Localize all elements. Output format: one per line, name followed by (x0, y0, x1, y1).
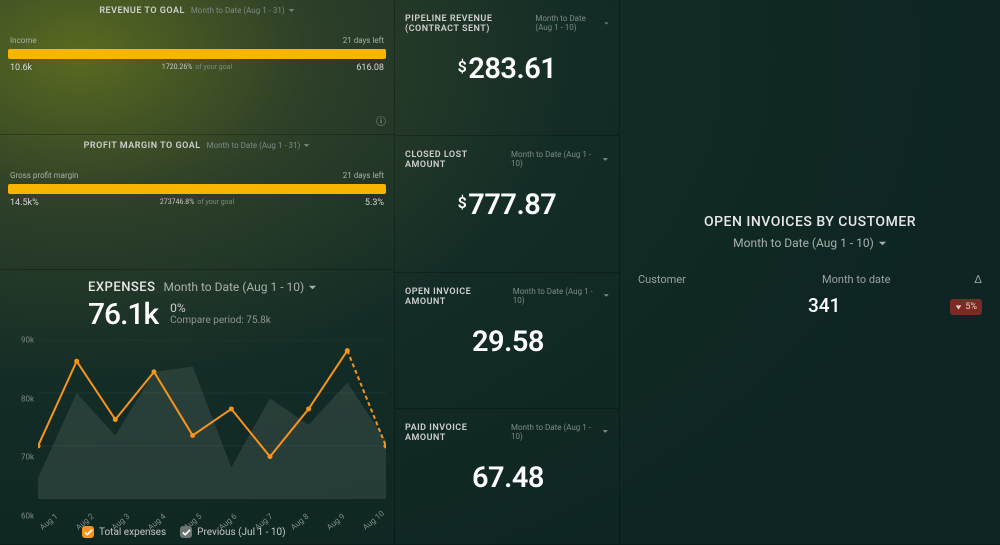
period-label: Month to Date (Aug 1 - 10) (164, 280, 305, 294)
chevron-down-icon (878, 239, 887, 248)
days-left: 21 days left (343, 36, 384, 45)
y-tick: 90k (21, 336, 34, 345)
y-tick: 70k (21, 453, 34, 462)
delta-badge: 5% (950, 299, 982, 315)
period-dropdown[interactable]: Month to Date (Aug 1 - 10) (733, 236, 887, 250)
x-tick: Aug 9 (325, 512, 347, 532)
card-title: PROFIT MARGIN TO GOAL (84, 141, 201, 151)
col-delta: Δ (952, 273, 982, 286)
kpi-value: 29.58 (405, 325, 609, 359)
table-row[interactable]: 341 5% (620, 286, 1000, 317)
card-title: REVENUE TO GOAL (99, 6, 185, 16)
col-customer: Customer (638, 273, 822, 286)
expenses-value: 76.1k (88, 297, 158, 332)
card-paid-invoice-amount: PAID INVOICE AMOUNT Month to Date (Aug 1… (395, 409, 619, 545)
card-pipeline-revenue: PIPELINE REVENUE (CONTRACT SENT) Month t… (395, 0, 619, 136)
period-dropdown[interactable]: Month to Date (Aug 1 - 10) (511, 150, 609, 168)
triangle-down-icon (955, 304, 962, 311)
progress-bar (8, 184, 386, 194)
info-icon[interactable]: ⓘ (376, 113, 386, 128)
legend-label: Previous (Jul 1 - 10) (197, 527, 285, 538)
period-label: Month to Date (Aug 1 - 31) (191, 6, 285, 15)
end-value: 616.08 (356, 63, 384, 73)
metric-label: Income (10, 36, 37, 45)
card-title: OPEN INVOICE AMOUNT (405, 287, 507, 307)
legend-previous[interactable]: Previous (Jul 1 - 10) (180, 526, 285, 538)
chevron-down-icon (602, 156, 609, 163)
x-tick: Aug 10 (361, 509, 386, 532)
period-dropdown[interactable]: Month to Date (Aug 1 - 10) (535, 14, 609, 32)
period-label: Month to Date (Aug 1 - 10) (733, 236, 874, 250)
card-title: OPEN INVOICES BY CUSTOMER (620, 214, 1000, 230)
period-dropdown[interactable]: Month to Date (Aug 1 - 10) (513, 287, 609, 305)
card-title: EXPENSES (88, 280, 156, 295)
cell-value: 341 (808, 294, 938, 317)
y-tick: 60k (21, 512, 34, 521)
chevron-down-icon (604, 20, 609, 27)
period-label: Month to Date (Aug 1 - 10) (535, 14, 601, 32)
period-dropdown[interactable]: Month to Date (Aug 1 - 31) (191, 6, 295, 15)
progress-bar (8, 49, 386, 59)
card-title: CLOSED LOST AMOUNT (405, 150, 505, 170)
card-open-invoices-by-customer: OPEN INVOICES BY CUSTOMER Month to Date … (620, 0, 1000, 545)
card-title: PIPELINE REVENUE (CONTRACT SENT) (405, 14, 529, 34)
expenses-compare: Compare period: 75.8k (170, 315, 271, 326)
period-dropdown[interactable]: Month to Date (Aug 1 - 10) (164, 280, 318, 294)
period-label: Month to Date (Aug 1 - 10) (511, 423, 599, 441)
goal-pct: 273746.8% of your goal (160, 198, 234, 206)
period-label: Month to Date (Aug 1 - 10) (513, 287, 600, 305)
card-profit-margin-to-goal: PROFIT MARGIN TO GOAL Month to Date (Aug… (0, 135, 395, 270)
x-tick: Aug 8 (289, 512, 311, 532)
kpi-value: $777.87 (405, 188, 609, 222)
x-tick: Aug 1 (38, 512, 60, 532)
card-revenue-to-goal: REVENUE TO GOAL Month to Date (Aug 1 - 3… (0, 0, 395, 135)
checkbox-icon (82, 526, 94, 538)
chevron-down-icon (602, 428, 609, 435)
chevron-down-icon (603, 292, 609, 299)
chevron-down-icon (303, 142, 310, 149)
card-expenses: EXPENSES Month to Date (Aug 1 - 10) 76.1… (0, 270, 395, 545)
start-value: 10.6k (10, 63, 32, 73)
legend-label: Total expenses (99, 527, 166, 538)
start-value: 14.5k% (10, 198, 39, 208)
kpi-value: $283.61 (405, 52, 609, 86)
card-title: PAID INVOICE AMOUNT (405, 423, 505, 443)
metric-label: Gross profit margin (10, 171, 78, 180)
col-month-to-date: Month to date (822, 273, 952, 286)
period-label: Month to Date (Aug 1 - 31) (207, 141, 301, 150)
period-label: Month to Date (Aug 1 - 10) (511, 150, 599, 168)
expenses-delta: 0% (170, 297, 271, 315)
card-open-invoice-amount: OPEN INVOICE AMOUNT Month to Date (Aug 1… (395, 273, 619, 409)
legend-current[interactable]: Total expenses (82, 526, 166, 538)
end-value: 5.3% (365, 198, 384, 208)
chevron-down-icon (308, 283, 317, 292)
delta-text: 5% (965, 302, 977, 312)
period-dropdown[interactable]: Month to Date (Aug 1 - 10) (511, 423, 609, 441)
expenses-chart: 60k70k80k90k Aug 1Aug 2Aug 3Aug 4Aug 5Au… (8, 340, 386, 516)
card-closed-lost: CLOSED LOST AMOUNT Month to Date (Aug 1 … (395, 136, 619, 272)
chevron-down-icon (288, 7, 295, 14)
period-dropdown[interactable]: Month to Date (Aug 1 - 31) (207, 141, 311, 150)
checkbox-icon (180, 526, 192, 538)
days-left: 21 days left (343, 171, 384, 180)
table-header: Customer Month to date Δ (620, 273, 1000, 286)
kpi-value: 67.48 (405, 461, 609, 495)
y-tick: 80k (21, 394, 34, 403)
goal-pct: 1720.26% of your goal (162, 63, 232, 71)
